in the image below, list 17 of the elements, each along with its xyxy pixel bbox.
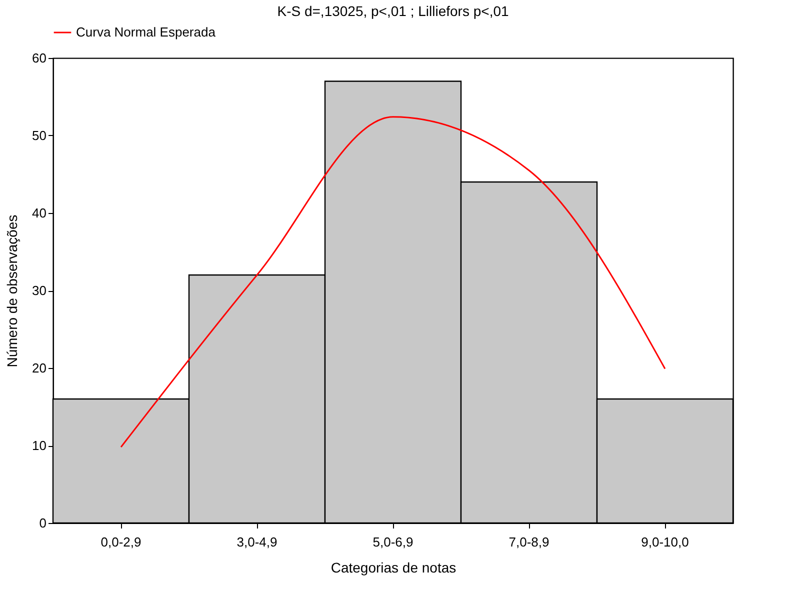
x-tick-label: 0,0-2,9	[100, 534, 142, 550]
y-tick-label: 50	[32, 128, 46, 143]
x-tick-label: 3,0-4,9	[236, 534, 278, 550]
line-series	[120, 116, 666, 448]
x-axis-title: Categorias de notas	[330, 560, 456, 576]
y-tick-label: 40	[32, 206, 46, 220]
chart-title: K-S d=,13025, p<,01 ; Lilliefors p<,01	[277, 3, 509, 19]
y-tick-label: 60	[32, 50, 46, 66]
y-tick-label: 30	[32, 283, 46, 298]
x-tick-label: 7,0-8,9	[508, 534, 550, 550]
legend-label: Curva Normal Esperada	[76, 24, 216, 40]
x-tick-label: 5,0-6,9	[372, 534, 414, 550]
y-tick-label: 20	[32, 360, 46, 376]
y-tick-label: 10	[32, 438, 46, 453]
x-tick-label: 9,0-10,0	[641, 534, 689, 550]
y-tick-label: 0	[39, 516, 46, 530]
y-axis-title: Número de observações	[4, 214, 20, 368]
